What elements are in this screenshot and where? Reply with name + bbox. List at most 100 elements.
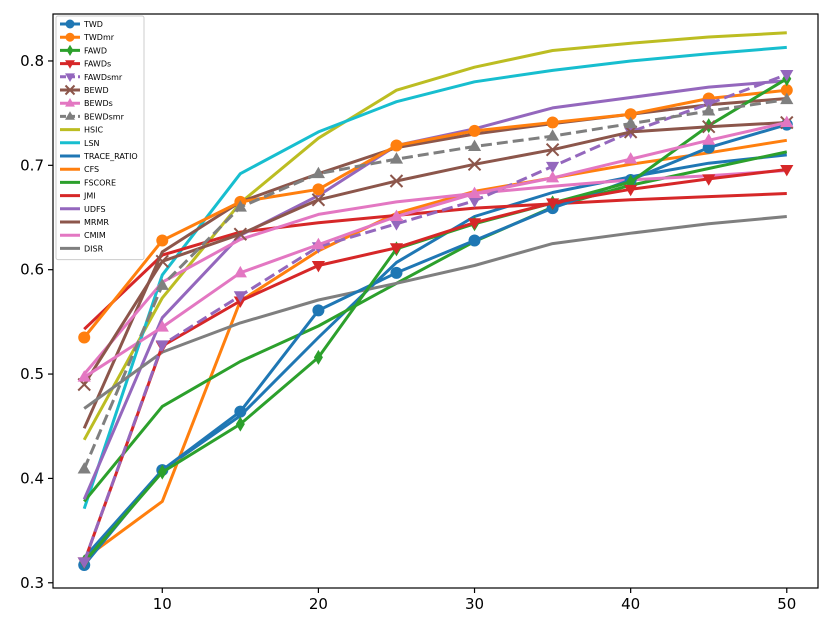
series-line-mrmr <box>82 97 787 429</box>
legend-item-fawds: FAWDs <box>60 60 111 69</box>
series-line-cfs <box>83 138 788 561</box>
data-point-bewd <box>155 254 169 269</box>
series-hsic <box>82 31 787 441</box>
legend-item-mrmr: MRMR <box>60 218 109 227</box>
data-point-bewd <box>702 120 716 134</box>
series-line-hsic <box>82 31 787 441</box>
data-point-bewdsmr <box>467 139 482 152</box>
data-point-twdmr <box>546 116 559 129</box>
data-point-twd <box>390 266 403 279</box>
legend-label: FAWDs <box>84 60 111 69</box>
x-tick-label: 10 <box>153 595 172 613</box>
data-point-bewds <box>311 237 326 250</box>
x-tick-label: 50 <box>777 595 796 613</box>
legend-item-fawd: FAWD <box>60 44 107 57</box>
legend-item-lsn: LSN <box>60 139 100 148</box>
data-point-bewdsmr <box>233 200 247 212</box>
series-twdmr <box>78 84 793 344</box>
series-fawdsmr <box>77 70 794 569</box>
data-point-fawds <box>545 198 560 210</box>
data-point-bewds <box>702 133 716 145</box>
data-point-bewds <box>545 170 560 183</box>
data-point-bewdsmr <box>311 166 326 179</box>
legend-label: BEWDs <box>84 99 113 108</box>
data-point-fawds <box>624 184 638 197</box>
data-point-bewdsmr <box>77 462 91 474</box>
legend-marker <box>65 19 75 29</box>
data-point-bewd <box>545 142 560 157</box>
series-line-fawds <box>82 168 787 563</box>
legend-item-disr: DISR <box>60 244 104 253</box>
legend-item-bewds: BEWDs <box>60 98 113 108</box>
legend-marker <box>66 44 74 57</box>
legend-label: HSIC <box>84 126 103 135</box>
data-point-twd <box>468 234 481 247</box>
data-point-bewd <box>311 193 326 207</box>
legend-item-bewdsmr: BEWDsmr <box>60 111 125 121</box>
legend-label: FSCORE <box>84 178 116 187</box>
data-point-bewd <box>389 174 404 188</box>
series-bewds <box>77 115 794 382</box>
legend-label: LSN <box>84 139 100 148</box>
legend-label: UDFS <box>84 205 106 214</box>
series-lsn <box>82 45 787 510</box>
plot-frame <box>52 13 819 589</box>
legend-label: BEWD <box>84 86 109 95</box>
data-point-fawds <box>702 174 716 186</box>
legend-label: BEWDsmr <box>84 112 125 121</box>
data-point-bewds <box>233 265 247 278</box>
data-point-twd <box>312 304 325 317</box>
y-tick-label: 0.8 <box>20 52 44 70</box>
data-point-fawds <box>467 218 482 230</box>
legend: TWD TWDmr FAWD FAWDs FAWDsmr BEWD BEWDs BEWDsmr… <box>55 15 145 261</box>
data-point-fawdsmr <box>389 219 404 231</box>
legend-item-bewd: BEWD <box>60 84 109 96</box>
data-point-fawd <box>235 416 245 432</box>
series-line-cmim <box>83 169 787 376</box>
series-line-twdmr <box>83 88 787 339</box>
data-point-fawds <box>780 165 794 177</box>
data-point-twdmr <box>78 331 91 344</box>
data-point-bewd <box>233 227 248 241</box>
data-point-bewds <box>780 115 794 128</box>
data-point-twdmr <box>390 139 403 152</box>
data-point-twd <box>234 405 247 418</box>
data-point-fawds <box>311 261 326 273</box>
data-point-bewdsmr <box>155 278 169 290</box>
legend-label: FAWD <box>84 46 107 55</box>
legend-item-twdmr: TWDmr <box>60 32 115 42</box>
data-point-bewds <box>467 186 482 199</box>
legend-label: TWD <box>83 20 103 29</box>
legend-label: JMI <box>83 192 96 201</box>
series-line-bewd <box>82 121 787 386</box>
series-bewd <box>77 115 794 392</box>
y-tick-label: 0.4 <box>20 469 44 487</box>
series-trace-ratio <box>83 153 787 559</box>
series-disr <box>83 215 787 410</box>
data-point-bewdsmr <box>780 92 794 105</box>
data-point-bewdsmr <box>702 104 716 116</box>
data-point-fawdsmr <box>77 557 91 569</box>
x-tick-label: 20 <box>309 595 328 613</box>
legend-label: TWDmr <box>83 33 115 42</box>
data-point-bewdsmr <box>389 152 404 164</box>
legend-label: FAWDsmr <box>84 73 123 82</box>
legend-label: MRMR <box>84 218 109 227</box>
legend-item-jmi: JMI <box>60 192 96 201</box>
data-point-bewds <box>624 152 638 164</box>
series-line-trace-ratio <box>83 153 787 559</box>
legend-label: TRACE_RATIO <box>83 152 138 161</box>
series-line-fawdsmr <box>82 73 788 563</box>
data-point-fawdsmr <box>545 161 560 174</box>
data-point-bewds <box>77 370 91 382</box>
legend-marker <box>65 32 75 42</box>
legend-item-fscore: FSCORE <box>60 178 116 187</box>
legend-label: DISR <box>84 244 104 253</box>
data-point-bewdsmr <box>624 116 638 129</box>
data-point-fawdsmr <box>233 291 247 303</box>
legend-label: CMIM <box>84 231 106 240</box>
series-layer <box>77 31 794 572</box>
y-tick-label: 0.6 <box>20 261 44 279</box>
data-point-bewds <box>389 209 404 221</box>
data-point-twdmr <box>468 124 481 137</box>
